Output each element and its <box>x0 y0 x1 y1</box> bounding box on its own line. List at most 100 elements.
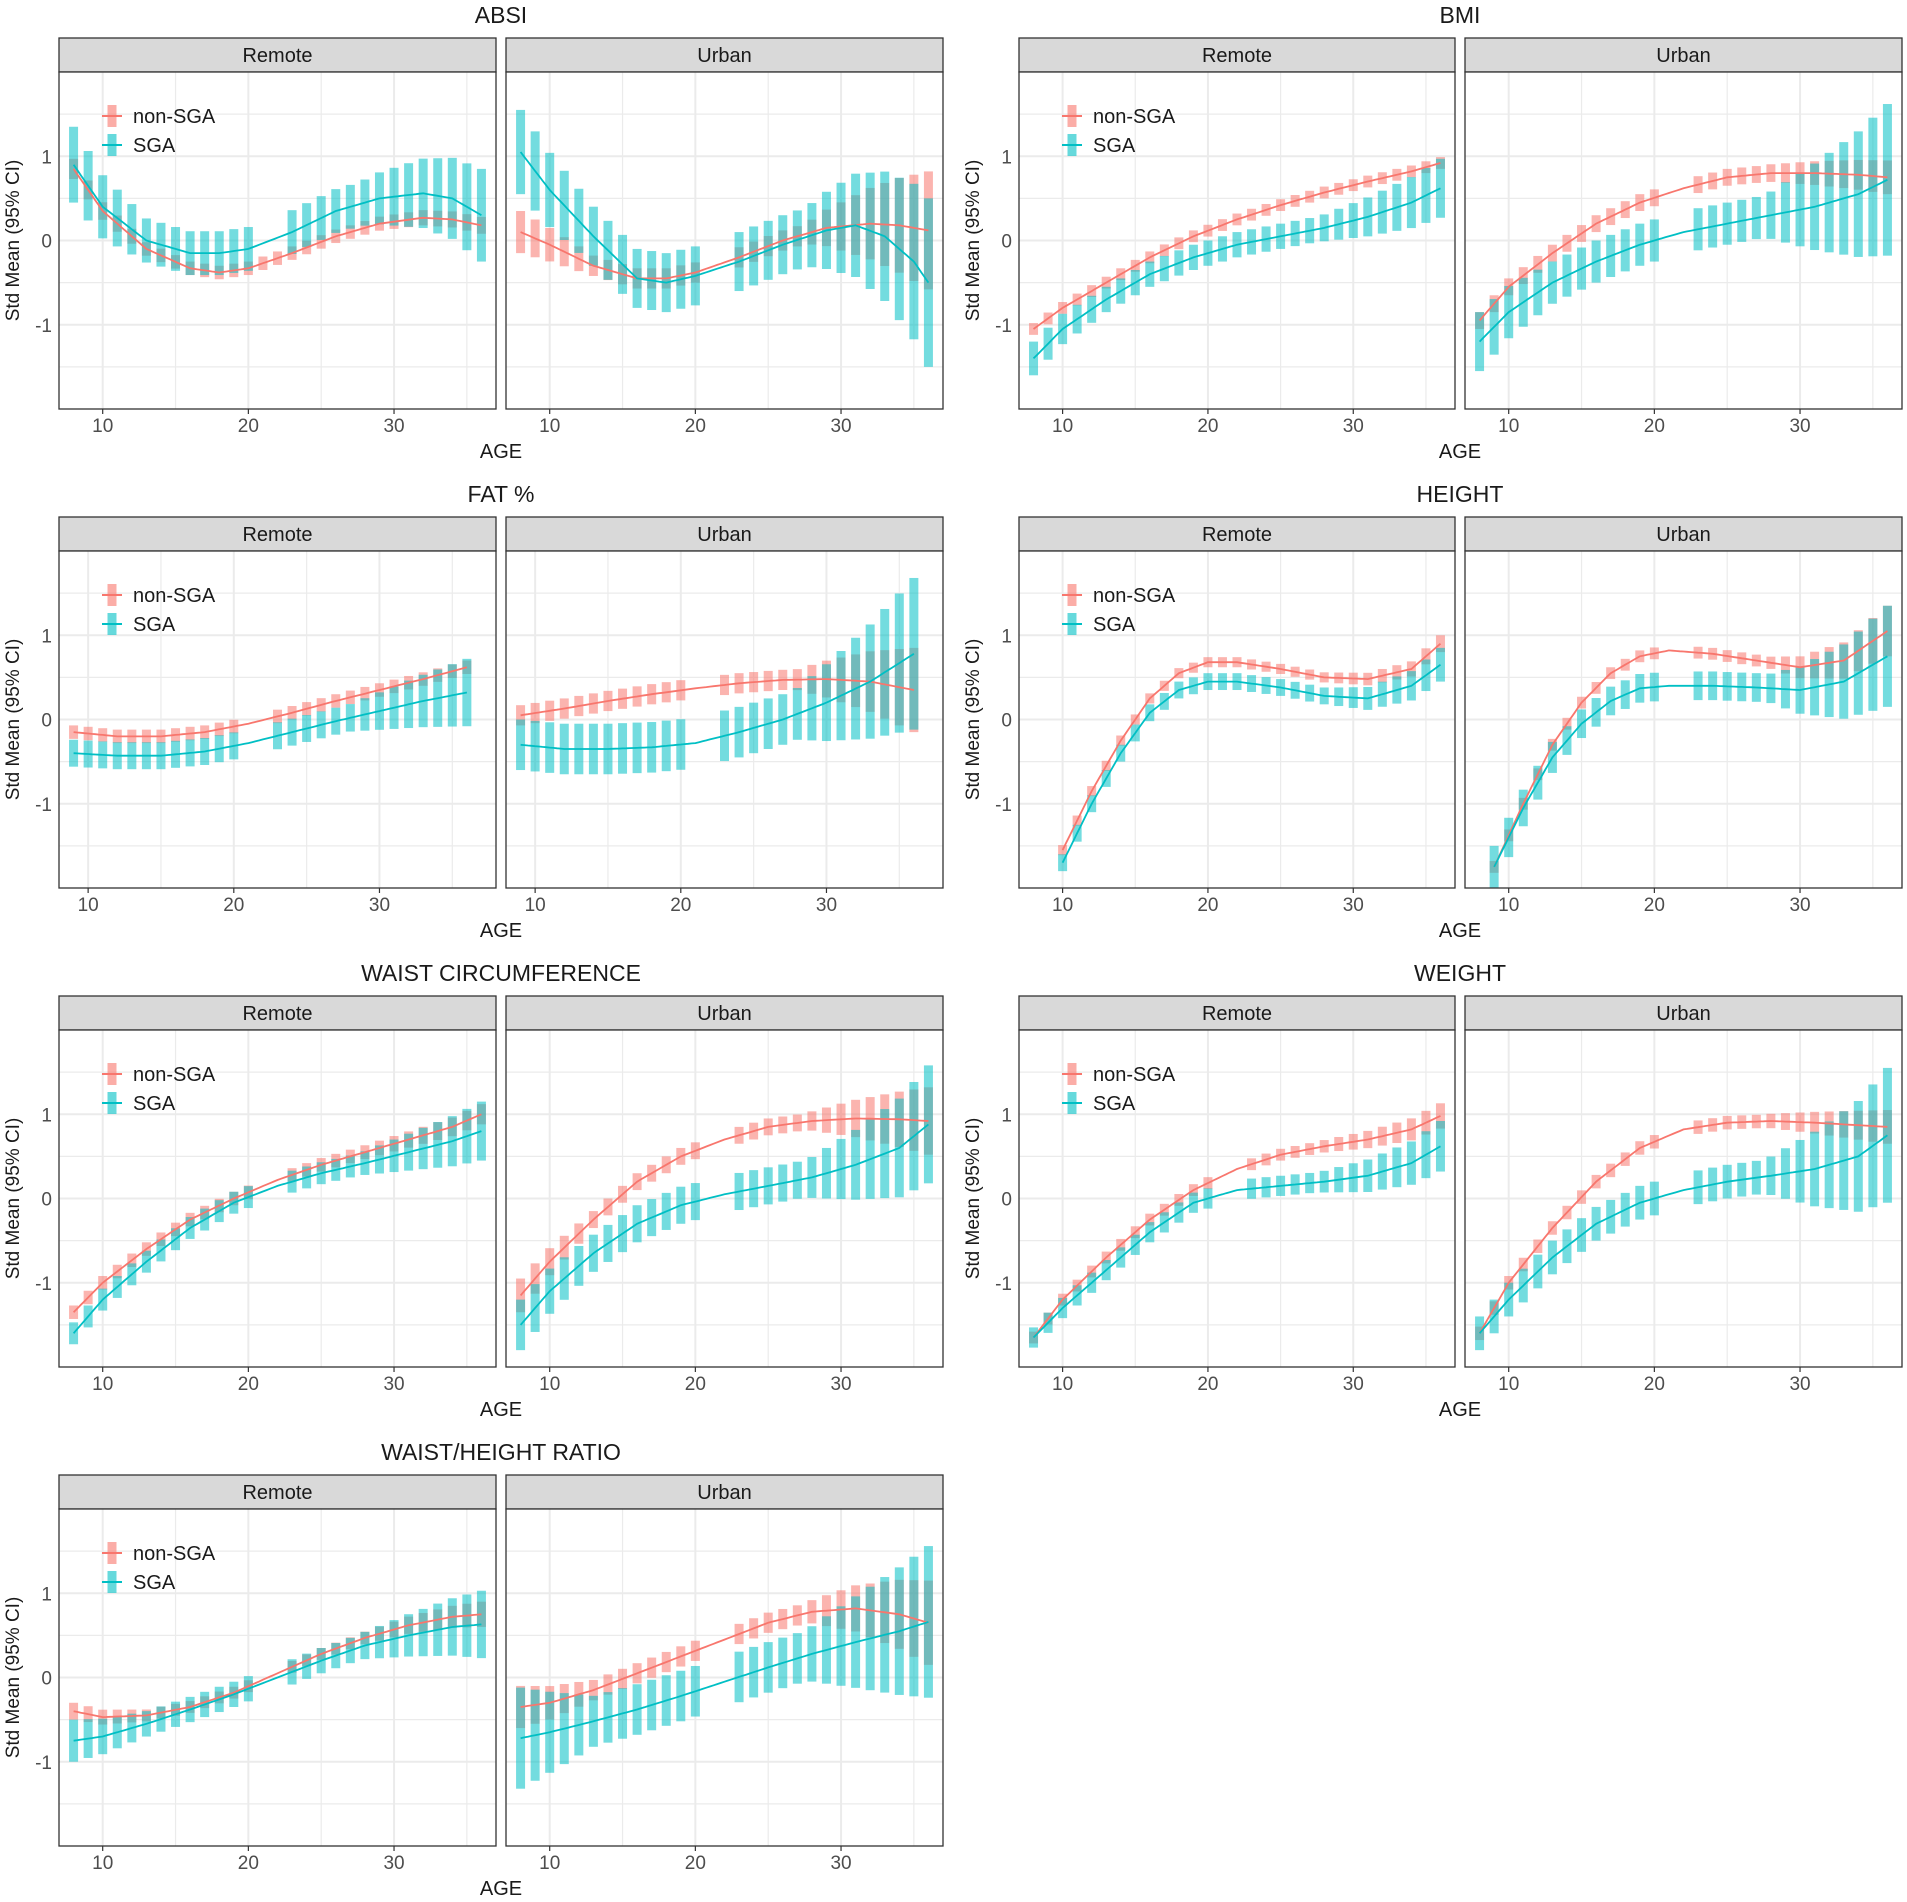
panel-urban: Urban 10 20 30 <box>505 37 944 437</box>
ci-bar <box>69 1322 79 1345</box>
facet-label: Urban <box>1656 1003 1710 1025</box>
trend-line-non-sga <box>520 1607 929 1708</box>
chart-fat: FAT % Std Mean (95% CI) -1 0 1 Remote 10 20 30 no… <box>3 481 944 942</box>
ci-bar <box>516 1687 526 1789</box>
ci-bar <box>923 198 933 367</box>
trend-line-non-sga <box>520 678 915 717</box>
chart-title: WAIST/HEIGHT RATIO <box>381 1439 621 1465</box>
x-axis-label: AGE <box>480 1399 522 1421</box>
gridlines <box>1465 551 1902 888</box>
panel-remote: Remote 10 20 30 non-SGA SGA <box>58 995 497 1395</box>
x-tick-label: 30 <box>1789 1374 1810 1395</box>
panel-border <box>1018 550 1456 889</box>
gridlines <box>59 1030 496 1367</box>
ci-bar <box>1882 104 1892 256</box>
panel-border <box>505 1029 944 1368</box>
x-tick-label: 20 <box>670 895 691 916</box>
y-tick-label: -1 <box>35 316 52 337</box>
x-tick-label: 10 <box>92 1374 113 1395</box>
panel-remote: Remote 10 20 30 non-SGA SGA <box>58 516 497 916</box>
trend-line-sga <box>520 653 915 750</box>
x-tick-label: 30 <box>816 895 837 916</box>
x-tick-label: 20 <box>1644 895 1665 916</box>
ci-bar <box>516 1278 526 1313</box>
legend-label: non-SGA <box>133 585 216 607</box>
x-tick-label: 10 <box>1498 895 1519 916</box>
x-axis-label: AGE <box>1439 1399 1481 1421</box>
legend-label: SGA <box>133 614 176 636</box>
trend-line-sga <box>519 151 930 284</box>
panel-urban: Urban 10 20 30 <box>1464 37 1903 437</box>
ci-bar <box>476 1590 486 1659</box>
x-tick-label: 10 <box>1052 895 1073 916</box>
x-axis-label: AGE <box>1439 441 1481 463</box>
ci-bar <box>69 1305 79 1319</box>
facet-label: Urban <box>1656 524 1710 546</box>
ci-bar <box>69 1702 79 1720</box>
ci-bar <box>1058 854 1068 872</box>
panel-urban: Urban 10 20 30 <box>505 1474 944 1874</box>
x-tick-label: 20 <box>685 1374 706 1395</box>
legend: non-SGA SGA <box>102 105 216 157</box>
chart-title: FAT % <box>468 481 535 507</box>
x-tick-label: 20 <box>1197 1374 1218 1395</box>
trend-line-non-sga <box>1478 1120 1888 1334</box>
x-tick-label: 30 <box>383 1853 404 1874</box>
y-tick-label: -1 <box>995 316 1012 337</box>
y-tick-label: 0 <box>41 232 52 253</box>
facet-label: Remote <box>242 1482 312 1504</box>
y-axis-label: Std Mean (95% CI) <box>3 1597 24 1759</box>
trend-line-sga <box>1061 663 1442 864</box>
legend-label: non-SGA <box>1093 106 1176 128</box>
facet-label: Urban <box>697 524 751 546</box>
x-axis-label: AGE <box>480 441 522 463</box>
ci-bar <box>1882 605 1892 707</box>
ci-bar <box>1475 1316 1485 1351</box>
x-tick-label: 30 <box>383 1374 404 1395</box>
trend-line-non-sga <box>1061 643 1442 851</box>
y-tick-label: -1 <box>35 795 52 816</box>
ci-bar <box>923 1065 933 1184</box>
facet-label: Remote <box>1202 524 1272 546</box>
ci-bar <box>69 739 79 767</box>
panel-border <box>1464 1029 1903 1368</box>
trend-line-non-sga <box>1478 172 1888 322</box>
y-axis-label: Std Mean (95% CI) <box>963 1118 984 1280</box>
x-tick-label: 30 <box>383 416 404 437</box>
ci-bar <box>516 719 526 771</box>
chart-absi: ABSI Std Mean (95% CI) -1 0 1 Remote 10 20 30 non… <box>3 2 944 463</box>
x-tick-label: 10 <box>539 416 560 437</box>
y-axis-label: Std Mean (95% CI) <box>3 1118 24 1280</box>
panel-remote: Remote 10 20 30 non-SGA SGA <box>1018 516 1456 916</box>
x-tick-label: 10 <box>539 1853 560 1874</box>
ci-bar <box>516 211 526 254</box>
facet-strip <box>58 995 497 1031</box>
panel-border <box>1464 71 1903 410</box>
chart-weight: WEIGHT Std Mean (95% CI) -1 0 1 Remote 10 20 30 n… <box>963 960 1903 1421</box>
x-tick-label: 20 <box>1644 1374 1665 1395</box>
trend-line-sga <box>72 164 482 254</box>
ci-bar <box>516 1299 526 1351</box>
x-tick-label: 30 <box>1343 416 1364 437</box>
facet-strip <box>505 995 944 1031</box>
chart-title: HEIGHT <box>1417 481 1504 507</box>
x-tick-label: 20 <box>238 416 259 437</box>
chart-waist-circumference: WAIST CIRCUMFERENCE Std Mean (95% CI) -1 0 1… <box>3 960 944 1421</box>
facet-label: Urban <box>697 1003 751 1025</box>
ci-bar <box>516 705 526 726</box>
panel-border <box>1464 550 1903 889</box>
ci-bar <box>1475 312 1485 372</box>
y-tick-label: -1 <box>35 1274 52 1295</box>
legend: non-SGA SGA <box>102 1063 216 1115</box>
y-tick-label: 1 <box>1001 1105 1012 1126</box>
panel-remote: Remote 10 20 30 non-SGA SGA <box>58 37 497 437</box>
legend: non-SGA SGA <box>1062 1063 1176 1115</box>
ci-bar <box>1882 1067 1892 1203</box>
trend-line-non-sga <box>72 168 482 274</box>
x-tick-label: 30 <box>1789 895 1810 916</box>
x-tick-label: 30 <box>830 416 851 437</box>
ci-bar <box>476 1101 486 1161</box>
y-tick-label: 0 <box>41 1190 52 1211</box>
panel-border <box>1018 71 1456 410</box>
